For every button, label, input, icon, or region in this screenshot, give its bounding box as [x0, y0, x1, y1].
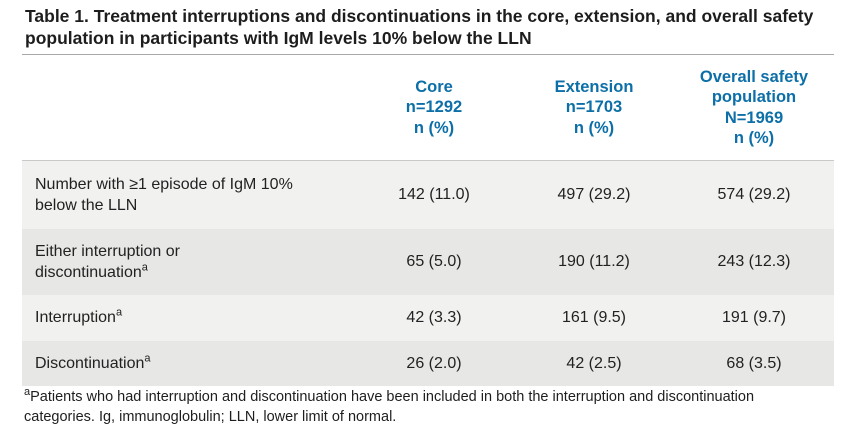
column-header-extension: Extension n=1703 n (%) [514, 55, 674, 160]
column-header-core: Core n=1292 n (%) [354, 55, 514, 160]
row-label-text: Discontinuation [35, 354, 145, 372]
title-divider [22, 54, 834, 55]
row-value-core: 65 (5.0) [406, 253, 462, 270]
column-header-line: Overall safety [699, 67, 809, 86]
column-header-line: population [711, 88, 797, 106]
row-label-line: Interruptiona [35, 307, 354, 329]
table-row: Number with ≥1 episode of IgM 10% below … [22, 161, 834, 229]
row-value-core: 42 (3.3) [406, 309, 462, 326]
table-body: Number with ≥1 episode of IgM 10% below … [22, 161, 834, 386]
table-row: Interruptiona 42 (3.3) 161 (9.5) 191 (9.… [22, 295, 834, 341]
row-label: Interruptiona [22, 307, 354, 329]
row-label-line: below the LLN [35, 197, 138, 214]
row-value-core: 26 (2.0) [406, 354, 462, 372]
row-label-line: discontinuationa [35, 262, 354, 284]
column-header-line: n (%) [733, 129, 775, 147]
row-label-line: Number with ≥1 episode of IgM 10% [35, 175, 293, 193]
row-label: Discontinuationa [22, 353, 354, 375]
row-value-extension: 497 (29.2) [557, 186, 631, 203]
row-label: Number with ≥1 episode of IgM 10% below … [22, 174, 354, 217]
column-header-line: N=1969 [724, 108, 784, 127]
table-footnote: aPatients who had interruption and disco… [24, 387, 818, 427]
row-label-text: discontinuation [35, 264, 142, 281]
table-title: Table 1. Treatment interruptions and dis… [25, 6, 814, 48]
column-header-line: Extension [554, 77, 634, 96]
row-value-overall: 243 (12.3) [717, 253, 791, 270]
column-header-line: n=1292 [405, 98, 463, 117]
table-row: Discontinuationa 26 (2.0) 42 (2.5) 68 (3… [22, 341, 834, 386]
column-header-line: n (%) [573, 118, 615, 137]
footnote-marker: a [144, 352, 151, 365]
row-label-line: Discontinuationa [35, 353, 354, 375]
row-label-text: Interruption [35, 309, 116, 327]
table-header-row: Core n=1292 n (%) Extension n=1703 n (%)… [22, 55, 834, 160]
row-value-overall: 191 (9.7) [721, 309, 787, 326]
row-value-extension: 190 (11.2) [558, 253, 630, 270]
row-value-overall: 574 (29.2) [717, 186, 791, 203]
row-value-extension: 161 (9.5) [561, 309, 627, 326]
column-header-line: Core [415, 77, 453, 96]
row-label-line: Either interruption or [35, 242, 180, 260]
column-header-overall-safety: Overall safety population N=1969 n (%) [674, 55, 834, 160]
header-divider [22, 160, 834, 161]
row-label: Either interruption or discontinuationa [22, 241, 354, 284]
column-header-line: n (%) [413, 118, 455, 137]
row-value-core: 142 (11.0) [398, 186, 470, 203]
footnote-text: Patients who had interruption and discon… [24, 389, 755, 425]
column-header-line: n=1703 [565, 98, 623, 117]
footnote-marker: a [24, 386, 31, 399]
row-value-extension: 42 (2.5) [566, 354, 622, 372]
footnote-marker: a [115, 306, 123, 319]
row-value-overall: 68 (3.5) [726, 354, 782, 372]
header-stub-cell [22, 55, 354, 160]
table-row: Either interruption or discontinuationa … [22, 229, 834, 295]
footnote-marker: a [141, 261, 148, 274]
